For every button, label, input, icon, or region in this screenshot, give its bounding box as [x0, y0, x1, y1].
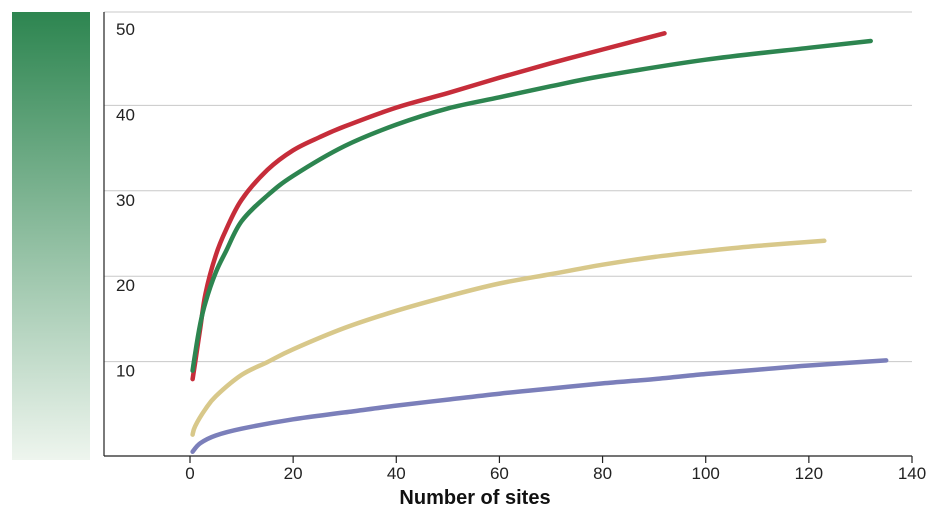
x-tick-label: 100 — [692, 464, 720, 483]
y-tick-label: 30 — [116, 191, 135, 210]
y-tick-label: 40 — [116, 105, 135, 124]
x-tick-label: 40 — [387, 464, 406, 483]
x-tick-label: 80 — [593, 464, 612, 483]
x-axis-title: Number of sites — [399, 487, 550, 509]
x-tick-label: 20 — [284, 464, 303, 483]
series-line-2 — [190, 38, 873, 373]
gridlines — [104, 11, 912, 363]
x-tick-label: 60 — [490, 464, 509, 483]
series-line-3 — [190, 238, 827, 437]
x-tick-label: 140 — [898, 464, 926, 483]
y-tick-label: 10 — [116, 362, 135, 381]
x-tick-labels: 0 20 40 60 80 100 120 140 — [185, 464, 926, 483]
axes — [103, 12, 913, 463]
series-lines — [190, 31, 889, 454]
color-gradient-bar — [12, 12, 90, 460]
y-tick-label: 50 — [116, 20, 135, 39]
x-tick-label: 120 — [795, 464, 823, 483]
series-line-4 — [190, 358, 889, 454]
y-tick-label: 20 — [116, 276, 135, 295]
x-tick-label: 0 — [185, 464, 194, 483]
series-line-1 — [190, 31, 667, 382]
y-tick-labels: 10 20 30 40 50 — [116, 20, 135, 381]
